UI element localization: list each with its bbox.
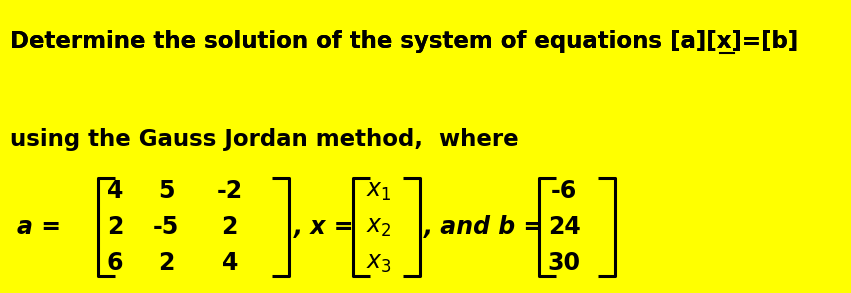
Text: 2: 2: [157, 251, 174, 275]
Text: , and b =: , and b =: [424, 215, 544, 239]
Text: using the Gauss Jordan method,  where: using the Gauss Jordan method, where: [10, 128, 519, 151]
Text: , x =: , x =: [294, 215, 354, 239]
Text: 6: 6: [106, 251, 123, 275]
Text: 30: 30: [548, 251, 580, 275]
Text: Determine the solution of the system of equations [a][x]=[b]: Determine the solution of the system of …: [10, 30, 798, 52]
Text: $x_2$: $x_2$: [366, 215, 391, 239]
Text: Determine the solution of the system of equations [a][x]=[b]: Determine the solution of the system of …: [10, 30, 798, 52]
Text: 4: 4: [221, 251, 238, 275]
Text: 24: 24: [548, 215, 580, 239]
Text: 5: 5: [157, 179, 174, 203]
Text: $x_1$: $x_1$: [366, 179, 391, 203]
Text: a =: a =: [17, 215, 61, 239]
Text: -6: -6: [551, 179, 577, 203]
Text: -5: -5: [153, 215, 179, 239]
Text: -2: -2: [217, 179, 243, 203]
Text: 2: 2: [221, 215, 238, 239]
Text: 2: 2: [106, 215, 123, 239]
Text: 4: 4: [106, 179, 123, 203]
Text: $x_3$: $x_3$: [366, 251, 391, 275]
